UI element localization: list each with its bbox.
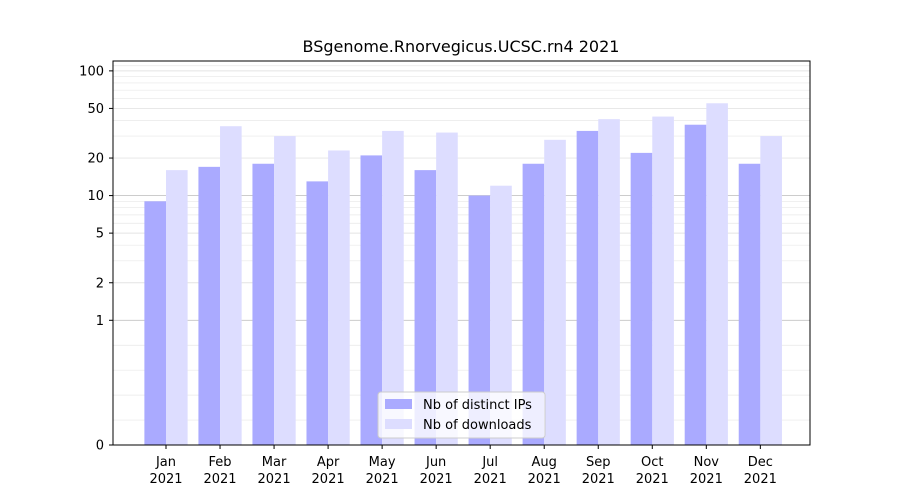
- x-tick-label-year: 2021: [203, 472, 236, 487]
- bar-distinct-ips: [144, 201, 166, 445]
- y-axis: 0 1 2 5 10 20 50 100: [79, 64, 113, 454]
- bars: [144, 103, 782, 446]
- y-tick-label: 20: [87, 152, 104, 167]
- x-tick-label-month: Jun: [425, 455, 446, 470]
- legend-swatch: [385, 419, 412, 429]
- x-tick-label-year: 2021: [420, 472, 453, 487]
- x-tick-label-month: Dec: [748, 455, 773, 470]
- x-tick-label-year: 2021: [744, 472, 777, 487]
- bar-distinct-ips: [306, 181, 329, 445]
- legend-label: Nb of distinct IPs: [423, 398, 532, 413]
- x-tick-label-year: 2021: [690, 472, 723, 487]
- y-tick-label: 50: [87, 102, 104, 117]
- x-tick-label-month: Apr: [317, 455, 340, 470]
- y-tick-label: 5: [96, 227, 104, 242]
- bar-downloads: [490, 185, 512, 445]
- y-tick-label: 100: [79, 64, 104, 79]
- x-tick-label-year: 2021: [528, 472, 561, 487]
- x-tick-label-year: 2021: [582, 472, 615, 487]
- bar-distinct-ips: [576, 130, 599, 445]
- x-tick-label-year: 2021: [636, 472, 669, 487]
- bar-downloads: [274, 136, 296, 446]
- y-tick-label: 0: [96, 439, 104, 454]
- x-tick-label-month: Mar: [262, 455, 287, 470]
- legend-label: Nb of downloads: [423, 418, 532, 433]
- bar-distinct-ips: [198, 166, 221, 445]
- x-tick-label-month: Nov: [694, 455, 720, 470]
- x-tick-label-month: Feb: [209, 455, 232, 470]
- x-tick-label-year: 2021: [149, 472, 182, 487]
- x-tick-label-year: 2021: [258, 472, 291, 487]
- y-tick-label: 2: [96, 276, 104, 291]
- x-tick-label-month: May: [369, 455, 396, 470]
- bar-distinct-ips: [630, 152, 653, 445]
- bar-downloads: [436, 132, 458, 446]
- legend-box: [377, 391, 546, 439]
- x-axis: Jan 2021 Feb 2021 Mar 2021 Apr 2021 May 2021 Jun 20…: [149, 445, 777, 487]
- bar-downloads: [706, 103, 728, 446]
- x-tick-label-year: 2021: [312, 472, 345, 487]
- legend: Nb of distinct IPs Nb of downloads: [377, 391, 546, 439]
- x-tick-label-month: Jan: [155, 455, 176, 470]
- bar-distinct-ips: [252, 163, 275, 445]
- y-tick-label: 1: [96, 314, 104, 329]
- chart-title: BSgenome.Rnorvegicus.UCSC.rn4 2021: [303, 37, 620, 56]
- bar-distinct-ips: [522, 163, 545, 445]
- x-tick-label-month: Sep: [586, 455, 611, 470]
- bar-downloads: [220, 126, 242, 446]
- x-tick-label-year: 2021: [474, 472, 507, 487]
- bar-distinct-ips: [468, 195, 491, 445]
- bar-distinct-ips: [684, 124, 707, 445]
- x-tick-label-month: Oct: [641, 455, 663, 470]
- bar-distinct-ips: [360, 155, 383, 445]
- x-tick-label-year: 2021: [366, 472, 399, 487]
- plot-frame: [112, 60, 811, 446]
- y-tick-label: 10: [87, 189, 104, 204]
- bar-downloads: [382, 130, 404, 445]
- legend-swatch: [385, 399, 412, 409]
- bar-downloads: [598, 119, 620, 446]
- bar-downloads: [544, 139, 566, 445]
- bar-distinct-ips: [738, 163, 761, 445]
- bar-downloads: [652, 116, 674, 445]
- bar-downloads: [328, 150, 350, 445]
- bar-downloads: [166, 170, 188, 445]
- bar-distinct-ips: [414, 170, 437, 445]
- x-tick-label-month: Aug: [532, 455, 557, 470]
- bar-downloads: [760, 136, 782, 446]
- x-tick-label-month: Jul: [481, 455, 498, 470]
